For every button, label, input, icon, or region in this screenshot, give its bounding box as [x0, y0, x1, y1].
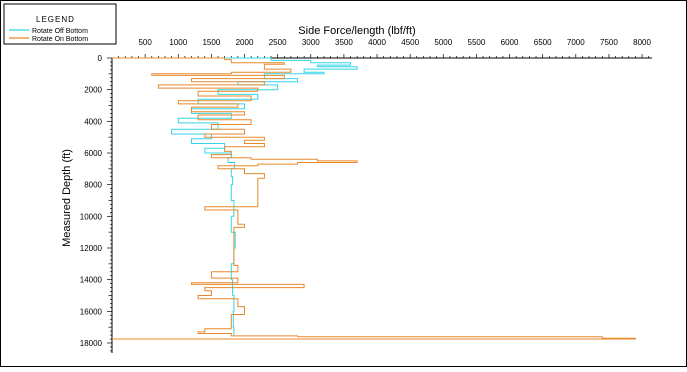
- legend-box: [3, 3, 117, 45]
- x-tick-label: 6500: [534, 38, 552, 47]
- x-tick-label: 500: [138, 38, 152, 47]
- x-tick-label: 1500: [202, 38, 220, 47]
- legend-label-on-bottom: Rotate On Bottom: [32, 36, 88, 43]
- x-tick-label: 1000: [169, 38, 187, 47]
- x-tick-label: 4500: [401, 38, 419, 47]
- y-tick-label: 4000: [84, 117, 102, 126]
- x-tick-label: 7500: [600, 38, 618, 47]
- legend-label-off-bottom: Rotate Off Bottom: [32, 28, 88, 35]
- legend-title: LEGEND: [36, 15, 75, 24]
- x-tick-label: 4000: [368, 38, 386, 47]
- y-tick-label: 2000: [84, 86, 102, 95]
- x-tick-label: 3500: [335, 38, 353, 47]
- y-tick-label: 10000: [80, 212, 103, 221]
- y-tick-label: 16000: [80, 307, 103, 316]
- y-tick-label: 8000: [84, 181, 102, 190]
- y-axis-title: Measured Depth (ft): [61, 149, 73, 247]
- legend: LEGEND Rotate Off Bottom Rotate On Botto…: [3, 3, 117, 45]
- y-tick-label: 6000: [84, 149, 102, 158]
- x-tick-label: 8000: [633, 38, 651, 47]
- axes: 500 1000 1500 2000 2500 3000 3500 4000 4500 5000 5…: [80, 38, 652, 353]
- x-axis-title: Side Force/length (lbf/ft): [298, 25, 415, 37]
- x-tick-label: 5500: [468, 38, 486, 47]
- series-layer: [112, 57, 636, 340]
- x-tick-label: 2000: [236, 38, 254, 47]
- x-tick-label: 2500: [269, 38, 287, 47]
- y-tick-label: 18000: [80, 339, 103, 348]
- x-tick-label: 6000: [501, 38, 519, 47]
- x-tick-label: 7000: [567, 38, 585, 47]
- y-tick-label: 0: [98, 54, 103, 63]
- y-tick-label: 12000: [80, 244, 103, 253]
- x-tick-label: 5000: [434, 38, 452, 47]
- x-tick-label: 3000: [302, 38, 320, 47]
- series-line-rotate-on-bottom: [112, 57, 636, 340]
- y-tick-label: 14000: [80, 276, 103, 285]
- series-line-rotate-off-bottom: [112, 57, 358, 336]
